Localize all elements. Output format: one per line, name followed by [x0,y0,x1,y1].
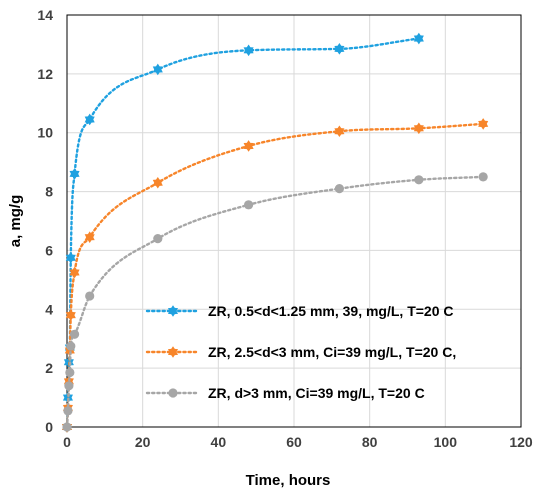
x-tick-label: 120 [509,434,533,450]
series-2-point [243,140,254,152]
y-tick-label: 6 [45,242,53,258]
x-axis-title: Time, hours [246,472,331,489]
x-axis-ticks: 0 20 40 60 80 100 120 [63,434,533,450]
series-3-point [334,184,344,194]
legend-label: ZR, 2.5<d<3 mm, Ci=39 mg/L, T=20 C, [208,344,456,360]
data-series [61,32,489,433]
x-tick-label: 100 [434,434,458,450]
series-2-trendline [65,122,485,429]
legend-entry: ZR, 0.5<d<1.25 mm, 39, mg/L, T=20 C [145,303,454,319]
y-axis-title: a, mg/g [7,195,24,248]
series-3-point [62,422,72,432]
y-tick-label: 2 [45,360,53,376]
series-3-point [66,341,76,351]
series-2-point [152,176,163,189]
y-tick-label: 14 [37,7,53,23]
legend-entry: ZR, d>3 mm, Ci=39 mg/L, T=20 C [145,385,425,401]
legend-swatch-marker [167,346,179,358]
series-3-point [153,234,163,244]
plot-area-frame [66,14,522,428]
series-2-point [413,122,424,135]
series-1-point [334,43,345,55]
y-tick-label: 12 [37,66,53,82]
x-tick-label: 60 [286,434,302,450]
legend-swatch-marker [168,388,178,398]
y-tick-label: 8 [45,184,53,200]
y-tick-label: 10 [37,125,53,141]
series-1-point [62,391,73,404]
series-1-point [152,63,163,76]
x-tick-label: 0 [63,434,71,450]
series-3-point [85,291,95,301]
x-tick-label: 40 [211,434,227,450]
series-3-point [65,367,75,378]
series-1-point [243,44,254,57]
legend-label: ZR, 0.5<d<1.25 mm, 39, mg/L, T=20 C [208,303,454,319]
series-1-point [65,251,76,264]
gridlines [66,14,522,428]
y-axis-ticks: 0 2 4 6 8 10 12 14 [37,7,53,435]
series-1-trendline [65,37,421,429]
x-tick-label: 20 [135,434,151,450]
series-2-point [65,309,76,321]
series-1-point [69,168,80,180]
series-1-point [413,32,424,45]
series-1-point [84,113,95,126]
series-3-point [478,172,488,182]
series-3-point [63,406,73,416]
legend: ZR, 0.5<d<1.25 mm, 39, mg/L, T=20 C ZR, 2… [145,303,456,401]
legend-swatch-marker [167,305,179,317]
legend-entry: ZR, 2.5<d<3 mm, Ci=39 mg/L, T=20 C, [145,344,456,360]
series-3-point [69,329,80,339]
series-2-point [334,125,345,138]
series-3-point [64,381,74,391]
y-tick-label: 0 [45,419,53,435]
series-3-point [414,175,424,185]
series-3 [62,172,488,432]
series-2-point [478,118,489,130]
y-tick-label: 4 [45,301,53,317]
series-3-point [244,200,254,210]
x-tick-label: 80 [362,434,378,450]
series-2-point [84,231,95,243]
series-2-point [69,266,80,279]
legend-label: ZR, d>3 mm, Ci=39 mg/L, T=20 C [208,385,425,401]
